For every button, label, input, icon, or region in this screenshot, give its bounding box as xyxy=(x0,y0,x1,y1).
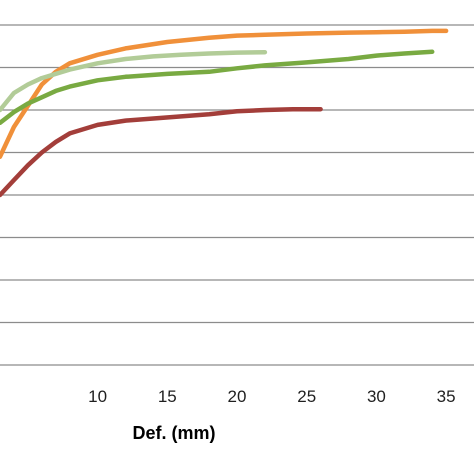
x-tick-label: 35 xyxy=(437,387,456,406)
series-lines xyxy=(0,28,449,198)
series-line-3 xyxy=(0,49,435,126)
x-tick-label: 20 xyxy=(228,387,247,406)
series-line-2 xyxy=(0,49,268,113)
x-tick-label: 15 xyxy=(158,387,177,406)
gridlines xyxy=(0,24,474,366)
x-tick-label: 25 xyxy=(297,387,316,406)
series-line-1 xyxy=(0,28,449,159)
x-tick-label: 10 xyxy=(88,387,107,406)
x-axis-ticks: 10 15 20 25 30 35 xyxy=(88,387,455,406)
x-axis-title: Def. (mm) xyxy=(132,423,215,443)
series-line-4 xyxy=(0,106,323,198)
x-tick-label: 30 xyxy=(367,387,386,406)
